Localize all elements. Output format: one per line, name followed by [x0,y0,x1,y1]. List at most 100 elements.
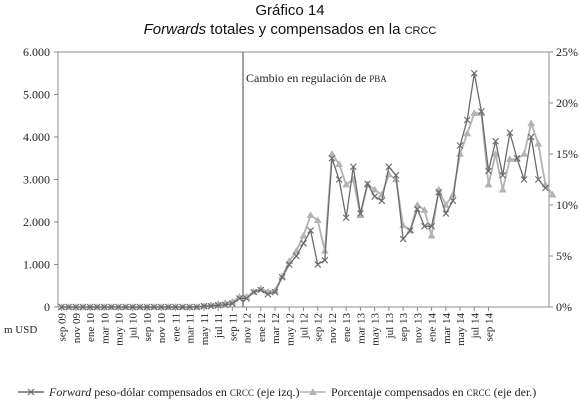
forward-point [385,163,393,171]
forward-point [200,302,208,310]
forward-point-stroke [285,261,293,268]
right-axis-tick-label: 25% [556,45,578,59]
forward-series-line [61,73,546,308]
forward-point [115,303,122,311]
forward-point-stroke [470,69,478,77]
left-axis-tick-label: 1.000 [23,258,50,272]
x-axis-tick-label: mar 11 [185,313,197,343]
forward-point-stroke [186,303,194,311]
x-axis-tick-label: sep 11 [227,313,239,341]
forward-point [534,176,542,183]
legend-smallcaps: CRCC [467,388,491,398]
forward-point [328,154,336,162]
x-axis-tick-label: jul 10 [128,313,140,340]
forward-point [364,180,371,188]
legend-label: Porcentaje compensados en CRCC (eje der.… [331,385,536,399]
x-axis-tick-label: ene 14 [427,313,439,343]
forward-point-stroke [442,210,450,217]
x-axis-tick-label: may 14 [455,313,467,346]
left-axis-tick-label: 5.000 [23,88,50,102]
forward-point [342,214,350,222]
forward-point-stroke [477,108,485,115]
forward-point-stroke [335,176,343,183]
percentage-point [484,180,493,188]
forward-point [421,222,428,230]
subtitle-smallcaps: CRCC [404,25,437,37]
forward-point-stroke [86,303,94,311]
forward-point-stroke [492,137,500,145]
forward-point-stroke [164,303,172,311]
forward-point-stroke [413,205,421,213]
forward-point [207,302,215,310]
forward-point-stroke [392,171,400,179]
forward-point [392,171,400,179]
percentage-point [520,150,529,157]
forward-point-stroke [342,214,350,222]
forward-point-stroke [506,129,514,137]
x-axis-tick-label: sep 09 [57,313,69,342]
right-axis-tick-label: 10% [556,198,578,212]
forward-point-stroke [115,303,122,311]
forward-point [463,116,471,124]
forward-point-stroke [542,184,549,192]
forward-point [143,303,151,311]
x-axis-tick-label: jul 14 [469,313,481,340]
forward-point [100,303,108,311]
forward-point [513,154,521,162]
x-axis-tick-label: nov 12 [327,313,339,343]
forward-point-stroke [527,133,535,141]
forward-point [307,227,315,234]
forward-point-stroke [72,303,80,311]
forward-point-stroke [93,303,101,311]
percentage-point [328,150,336,157]
x-axis-tick-label: may 10 [113,313,125,346]
forward-point [264,290,272,298]
chart-title: Gráfico 14 [255,2,325,19]
forward-point [214,301,222,309]
forward-point [122,303,130,311]
x-axis-tick-label: sep 12 [313,313,325,341]
forward-point [470,69,478,77]
x-axis-tick-label: mar 10 [99,313,111,344]
forward-point-stroke [371,193,379,200]
forward-point [136,303,144,311]
forward-point [506,129,514,137]
percentage-point [491,150,500,157]
forward-point-stroke [307,227,315,234]
percentage-point [313,216,322,224]
legend-italic: Forward [48,385,92,399]
percentage-point [463,129,472,137]
forward-point [292,252,300,260]
forward-point-stroke [58,303,65,311]
right-axis-tick-label: 15% [556,147,578,161]
forward-point-stroke [271,288,279,296]
forward-point-stroke [278,273,286,281]
legend-tail: (eje izq.) [254,385,300,399]
forward-point-stroke [221,301,229,309]
forward-point-stroke [314,261,322,268]
percentage-point [534,139,543,147]
forward-point-stroke [143,303,151,311]
forward-point-stroke [157,303,165,311]
forward-point-stroke [243,295,250,302]
forward-point [86,303,94,311]
forward-point-stroke [179,303,186,311]
forward-point [435,188,443,196]
forward-point [79,303,87,311]
x-axis-tick-label: nov 12 [242,313,254,343]
forward-point-stroke [321,256,329,264]
forward-point [236,295,243,302]
left-axis-tick-label: 0 [44,300,50,314]
forward-point [300,239,307,247]
annotation-smallcaps: PBA [369,74,387,84]
forward-point-stroke [193,303,201,311]
left-axis-tick-label: 2.000 [23,215,50,229]
forward-point [164,303,172,311]
x-axis-tick-label: may 11 [199,313,211,345]
percentage-point [498,185,507,193]
forward-point-stroke [100,303,108,311]
x-axis-tick-label: mar 12 [270,313,282,344]
chart-subtitle: Forwards totales y compensados en la CRC… [0,21,580,40]
forward-point [250,288,258,296]
